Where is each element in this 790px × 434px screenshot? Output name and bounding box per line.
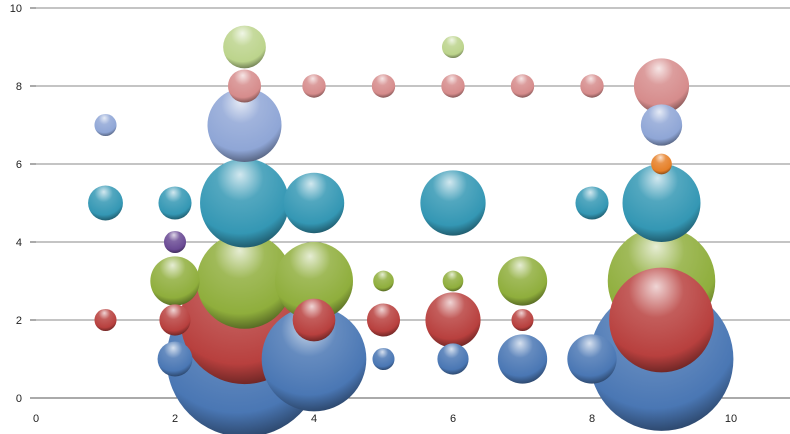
bubble-series-3-point-0 <box>163 230 187 254</box>
x-tick-label-0: 0 <box>33 413 39 425</box>
bubble-series-4-point-5 <box>575 186 609 220</box>
bubble-series-7-point-0 <box>227 69 262 103</box>
bubble-series-2-point-5 <box>497 256 548 306</box>
x-tick-label-10: 10 <box>725 413 737 425</box>
bubble-series-7-point-5 <box>580 74 604 98</box>
bubble-series-8-point-0 <box>223 25 266 69</box>
y-tick-label-6: 6 <box>16 159 22 171</box>
bubble-series-1-point-3 <box>292 298 336 342</box>
bubble-series-4-point-3 <box>283 172 345 234</box>
bubble-series-4-point-4 <box>420 170 486 236</box>
tick-labels: 0 2 4 6 8 10 0 2 4 6 8 10 <box>10 3 737 425</box>
bubble-series-7-point-1 <box>302 74 326 98</box>
x-tick-label-8: 8 <box>589 413 595 425</box>
bubble-series-1-point-1 <box>159 304 191 336</box>
axes <box>30 7 36 399</box>
bubble-series-0-point-3 <box>372 347 395 371</box>
bubble-series-1-point-0 <box>94 308 117 332</box>
bubble-series-1-point-5 <box>425 292 481 348</box>
x-tick-label-4: 4 <box>311 413 317 425</box>
bubble-series-0-point-0 <box>157 341 193 377</box>
bubble-series-0-point-6 <box>567 334 617 384</box>
bubble-series-2-point-4 <box>442 270 464 292</box>
x-tick-label-2: 2 <box>172 413 178 425</box>
bubble-series-4-point-1 <box>158 186 192 220</box>
bubble-series-6-point-1 <box>207 88 282 162</box>
bubble-series-4-point-6 <box>622 164 701 242</box>
bubble-series-2-point-1 <box>196 233 293 329</box>
bubble-series-7-point-3 <box>441 74 465 98</box>
y-tick-label-0: 0 <box>16 393 22 405</box>
bubble-series-1-point-7 <box>609 267 714 373</box>
bubble-series-4-point-2 <box>200 158 289 248</box>
bubble-series-8-point-1 <box>441 35 465 59</box>
bubble-series-7-point-4 <box>510 74 535 98</box>
bubble-series-6-point-2 <box>640 104 683 146</box>
y-tick-label-2: 2 <box>16 315 22 327</box>
bubble-layer <box>88 25 734 434</box>
bubble-series-2-point-3 <box>373 270 394 292</box>
y-tick-label-8: 8 <box>16 81 22 93</box>
bubble-series-7-point-6 <box>633 58 690 114</box>
bubble-series-1-point-6 <box>511 308 534 332</box>
bubble-series-4-point-0 <box>88 185 123 221</box>
bubble-series-0-point-2 <box>261 306 367 412</box>
bubble-series-5-point-0 <box>651 153 672 175</box>
y-tick-label-4: 4 <box>16 237 22 249</box>
x-tick-label-6: 6 <box>450 413 456 425</box>
bubble-series-2-point-0 <box>150 256 200 306</box>
bubble-series-7-point-2 <box>371 74 396 98</box>
bubble-series-2-point-2 <box>275 242 353 320</box>
bubble-series-1-point-4 <box>366 303 401 337</box>
bubble-series-0-point-5 <box>497 334 548 384</box>
bubble-series-0-point-4 <box>437 343 469 375</box>
y-tick-label-10: 10 <box>10 3 22 15</box>
bubble-series-6-point-0 <box>94 113 117 137</box>
